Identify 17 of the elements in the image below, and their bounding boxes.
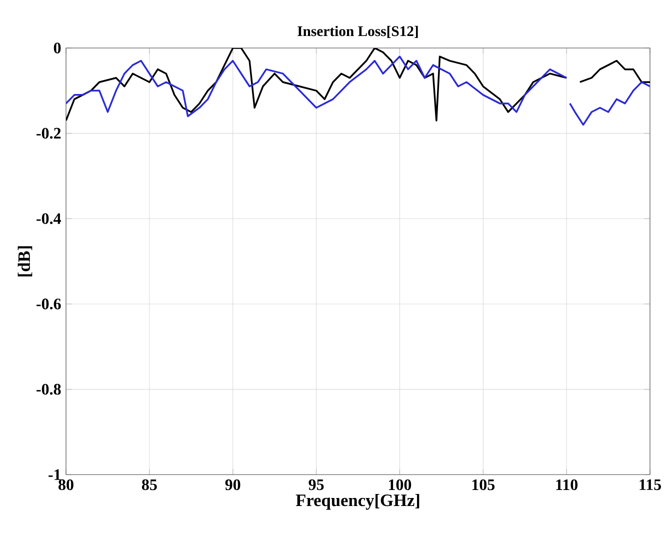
x-tick-label: 85	[142, 479, 157, 490]
y-tick-label: -1	[48, 469, 60, 480]
x-tick-label: 80	[58, 479, 74, 490]
y-tick-label: -0.6	[36, 298, 61, 310]
y-axis-title: [dB]	[18, 246, 32, 276]
x-tick-label: 90	[225, 479, 240, 490]
y-tick-label: 0	[54, 42, 61, 54]
x-tick-label: 110	[556, 479, 578, 490]
x-tick-label: 115	[640, 479, 661, 490]
x-axis-title: Frequency[GHz]	[296, 494, 420, 510]
y-tick-label: -0.8	[36, 384, 61, 395]
x-tick-label: 95	[308, 479, 324, 490]
y-tick-label: -0.2	[36, 128, 61, 139]
chart-title: Insertion Loss[S12]	[298, 26, 418, 38]
x-tick-label: 105	[472, 479, 495, 490]
x-tick-label: 100	[388, 479, 412, 490]
y-tick-label: -0.4	[36, 213, 61, 224]
